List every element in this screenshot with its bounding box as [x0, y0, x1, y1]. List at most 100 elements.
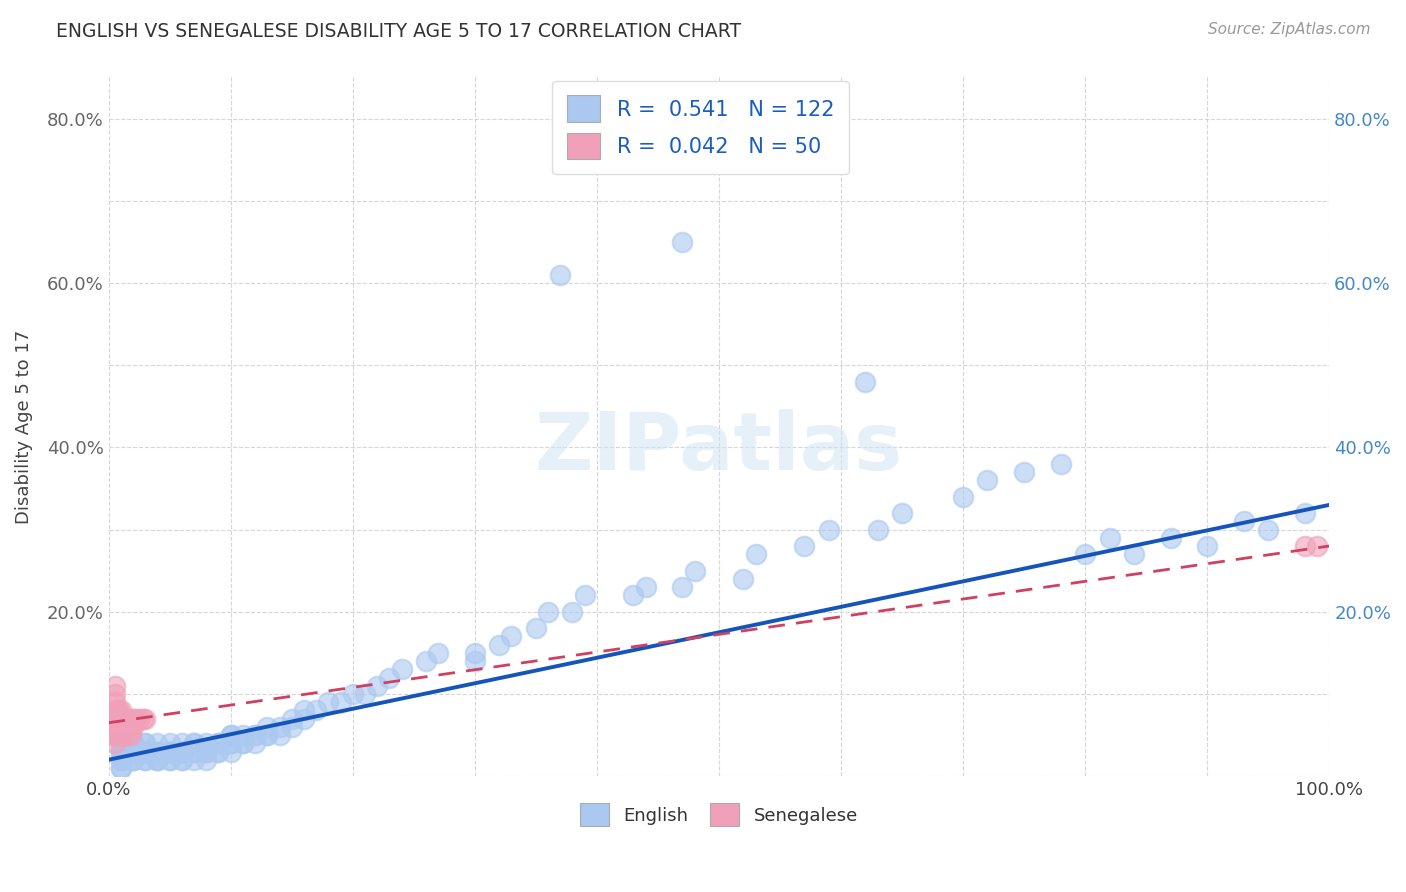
- Point: [107, 720, 129, 734]
- Point: [112, 720, 135, 734]
- Point: [183, 753, 205, 767]
- Point: [110, 728, 132, 742]
- Point: [110, 736, 132, 750]
- Point: [110, 753, 132, 767]
- Point: [219, 728, 242, 742]
- Point: [146, 753, 169, 767]
- Point: [170, 745, 193, 759]
- Point: [124, 712, 146, 726]
- Point: [256, 720, 278, 734]
- Point: [634, 580, 657, 594]
- Point: [107, 728, 129, 742]
- Point: [183, 745, 205, 759]
- Point: [107, 728, 129, 742]
- Point: [170, 736, 193, 750]
- Point: [793, 539, 815, 553]
- Point: [110, 736, 132, 750]
- Point: [120, 720, 142, 734]
- Point: [1306, 539, 1329, 553]
- Point: [243, 728, 266, 742]
- Point: [112, 728, 135, 742]
- Point: [1294, 539, 1316, 553]
- Point: [207, 745, 229, 759]
- Point: [269, 720, 291, 734]
- Text: ENGLISH VS SENEGALESE DISABILITY AGE 5 TO 17 CORRELATION CHART: ENGLISH VS SENEGALESE DISABILITY AGE 5 T…: [56, 22, 741, 41]
- Point: [561, 605, 583, 619]
- Point: [256, 728, 278, 742]
- Point: [305, 703, 328, 717]
- Point: [104, 703, 127, 717]
- Point: [170, 753, 193, 767]
- Point: [1294, 506, 1316, 520]
- Point: [195, 745, 218, 759]
- Point: [110, 720, 132, 734]
- Point: [110, 745, 132, 759]
- Text: ZIPatlas: ZIPatlas: [534, 409, 903, 487]
- Point: [170, 753, 193, 767]
- Point: [146, 753, 169, 767]
- Point: [219, 736, 242, 750]
- Point: [146, 745, 169, 759]
- Point: [866, 523, 889, 537]
- Point: [122, 745, 145, 759]
- Point: [488, 638, 510, 652]
- Point: [112, 720, 135, 734]
- Point: [146, 745, 169, 759]
- Point: [104, 720, 127, 734]
- Point: [122, 745, 145, 759]
- Point: [107, 712, 129, 726]
- Point: [952, 490, 974, 504]
- Point: [195, 745, 218, 759]
- Point: [269, 728, 291, 742]
- Point: [391, 662, 413, 676]
- Point: [110, 728, 132, 742]
- Point: [207, 736, 229, 750]
- Point: [110, 712, 132, 726]
- Point: [115, 712, 138, 726]
- Point: [122, 753, 145, 767]
- Point: [110, 712, 132, 726]
- Point: [195, 745, 218, 759]
- Point: [292, 703, 315, 717]
- Point: [891, 506, 914, 520]
- Point: [134, 736, 156, 750]
- Point: [122, 753, 145, 767]
- Point: [128, 712, 150, 726]
- Point: [1197, 539, 1219, 553]
- Point: [115, 728, 138, 742]
- Point: [671, 580, 693, 594]
- Point: [232, 728, 254, 742]
- Point: [733, 572, 755, 586]
- Point: [159, 745, 181, 759]
- Point: [146, 736, 169, 750]
- Point: [122, 720, 145, 734]
- Point: [107, 712, 129, 726]
- Point: [329, 695, 352, 709]
- Point: [232, 736, 254, 750]
- Point: [134, 736, 156, 750]
- Point: [207, 745, 229, 759]
- Point: [134, 745, 156, 759]
- Point: [146, 745, 169, 759]
- Point: [1160, 531, 1182, 545]
- Point: [120, 712, 142, 726]
- Point: [107, 703, 129, 717]
- Text: Source: ZipAtlas.com: Source: ZipAtlas.com: [1208, 22, 1371, 37]
- Point: [574, 588, 596, 602]
- Point: [195, 736, 218, 750]
- Point: [501, 629, 523, 643]
- Point: [122, 736, 145, 750]
- Point: [354, 687, 377, 701]
- Point: [207, 736, 229, 750]
- Point: [159, 745, 181, 759]
- Point: [464, 654, 486, 668]
- Point: [280, 712, 302, 726]
- Point: [132, 712, 155, 726]
- Point: [110, 761, 132, 775]
- Point: [683, 564, 706, 578]
- Point: [104, 720, 127, 734]
- Point: [232, 736, 254, 750]
- Point: [280, 720, 302, 734]
- Point: [110, 745, 132, 759]
- Point: [183, 745, 205, 759]
